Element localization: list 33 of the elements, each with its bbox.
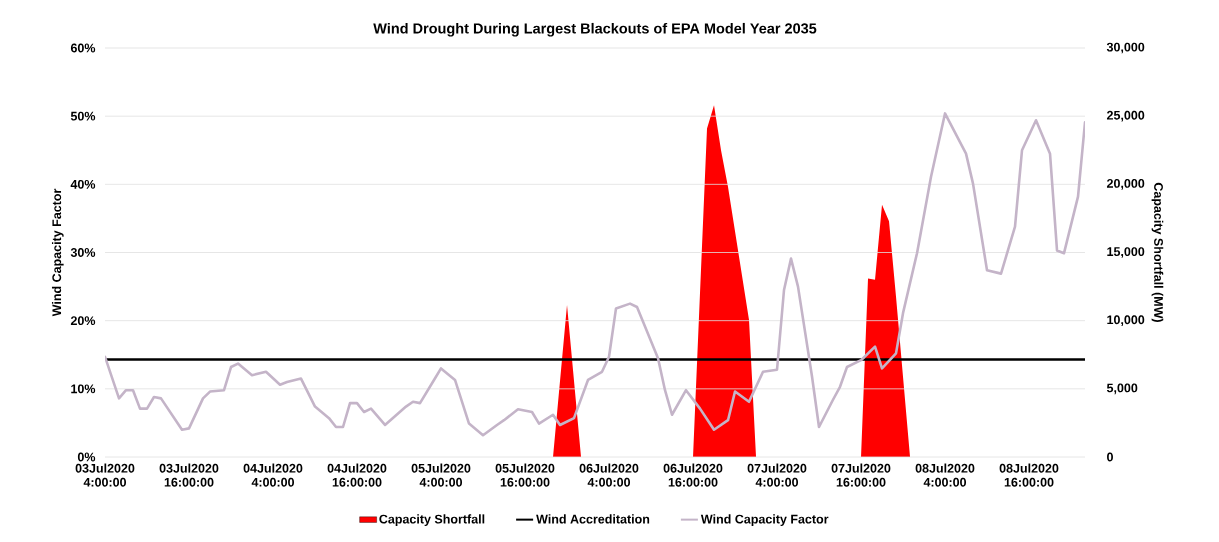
x-tick-label: 05Jul2020 4:00:00: [411, 463, 471, 487]
legend-label: Capacity Shortfall: [379, 514, 485, 527]
line-series: [105, 112, 1086, 437]
y2-tick-label: 30,000: [1106, 42, 1145, 54]
x-tick-label: 06Jul2020 16:00:00: [663, 463, 723, 487]
chart-title: Wind Drought During Largest Blackouts of EPA Model Year 2035: [373, 22, 817, 37]
x-tick-label: 04Jul2020 4:00:00: [243, 463, 303, 487]
y2-tick-label: 10,000: [1107, 315, 1145, 326]
x-tick-label: 08Jul2020 4:00:00: [915, 463, 975, 487]
y2-tick-label: 5,000: [1106, 383, 1138, 395]
y2-tick-label: 15,000: [1107, 247, 1145, 258]
y2-axis-title: Capacity Shortfall (MW): [1151, 182, 1164, 323]
x-tick-label: 08Jul2020 16:00:00: [999, 463, 1059, 487]
x-tick-label: 03Jul2020 16:00:00: [159, 463, 219, 487]
x-tick-label: 04Jul2020 16:00:00: [327, 463, 387, 487]
x-tick-label: 07Jul2020 4:00:00: [747, 463, 807, 487]
y-tick-label: 40%: [70, 179, 96, 189]
y2-tick-label: 25,000: [1106, 110, 1145, 122]
x-tick-label: 07Jul2020 16:00:00: [831, 463, 891, 487]
y-tick-label: 10%: [71, 384, 96, 394]
y-tick-label: 60%: [70, 43, 96, 53]
y-tick-label: 50%: [70, 111, 96, 121]
x-tick-label: 03Jul2020 4:00:00: [75, 463, 135, 487]
y-axis-title: Wind Capacity Factor: [51, 188, 64, 317]
y-tick-label: 30%: [70, 248, 96, 257]
legend-label: Wind Capacity Factor: [700, 514, 829, 527]
y2-tick-label: 20,000: [1106, 178, 1145, 190]
y2-tick-label: 0: [1107, 452, 1113, 462]
y-tick-label: 0%: [77, 452, 96, 462]
y-tick-label: 20%: [70, 316, 96, 326]
x-tick-label: 05Jul2020 16:00:00: [495, 463, 555, 487]
x-tick-label: 06Jul2020 4:00:00: [579, 463, 639, 487]
legend-label: Wind Accreditation: [536, 514, 650, 524]
